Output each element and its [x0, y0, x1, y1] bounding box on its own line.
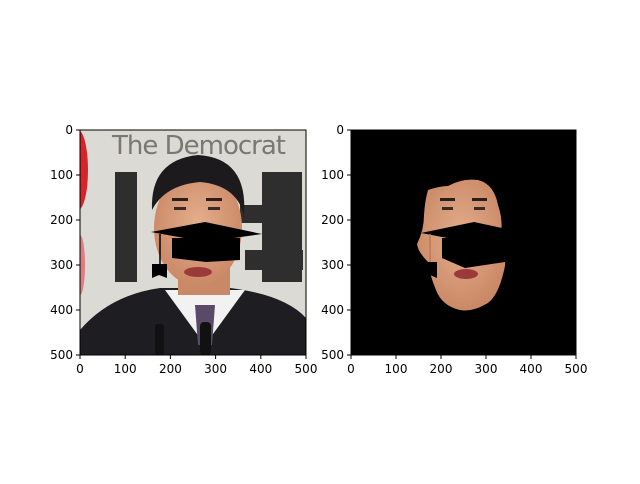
eye [174, 207, 186, 210]
y-tick-label-right: 500 [321, 348, 344, 362]
brow [440, 198, 455, 201]
poster-letter-block [240, 205, 300, 223]
axes-frame-right [350, 129, 577, 356]
y-tick-label-left: 500 [50, 348, 73, 362]
axes-frame-left [79, 129, 307, 356]
hair [151, 155, 245, 215]
y-tick-label-right: 0 [336, 123, 344, 137]
red-stripe-lower [80, 235, 85, 295]
y-tick-label-left: 300 [50, 258, 73, 272]
x-tick-label-left: 400 [249, 362, 272, 376]
brow [172, 198, 188, 201]
brow [206, 198, 222, 201]
x-tick-label-right: 300 [475, 362, 498, 376]
y-tick-label-left: 200 [50, 213, 73, 227]
x-tick-label-right: 400 [520, 362, 543, 376]
x-tick-label-right: 100 [385, 362, 408, 376]
x-tick-label-right: 0 [347, 362, 355, 376]
x-tick-label-left: 0 [76, 362, 84, 376]
brow [472, 198, 487, 201]
x-tick-label-left: 100 [114, 362, 137, 376]
y-tick-label-right: 400 [321, 303, 344, 317]
x-tick-label-left: 500 [295, 362, 318, 376]
x-tick-label-left: 300 [204, 362, 227, 376]
y-tick-label-left: 100 [50, 168, 73, 182]
graduation-cap-icon [421, 222, 530, 278]
eye [474, 207, 485, 210]
eye [208, 207, 220, 210]
x-tick-label-left: 200 [159, 362, 182, 376]
microphone [155, 324, 164, 355]
x-tick-label-right: 200 [430, 362, 453, 376]
y-tick-label-right: 300 [321, 258, 344, 272]
y-tick-label-right: 200 [321, 213, 344, 227]
mouth [454, 269, 478, 279]
microphone [200, 322, 211, 355]
mouth [184, 267, 212, 277]
red-stripe [80, 130, 88, 210]
poster-letter-block [115, 172, 137, 282]
graduation-cap-icon [151, 222, 262, 278]
y-tick-label-left: 0 [65, 123, 73, 137]
poster-letter-block [245, 250, 303, 270]
y-tick-label-left: 400 [50, 303, 73, 317]
y-tick-label-right: 100 [321, 168, 344, 182]
eye [442, 207, 453, 210]
x-tick-label-right: 500 [565, 362, 588, 376]
